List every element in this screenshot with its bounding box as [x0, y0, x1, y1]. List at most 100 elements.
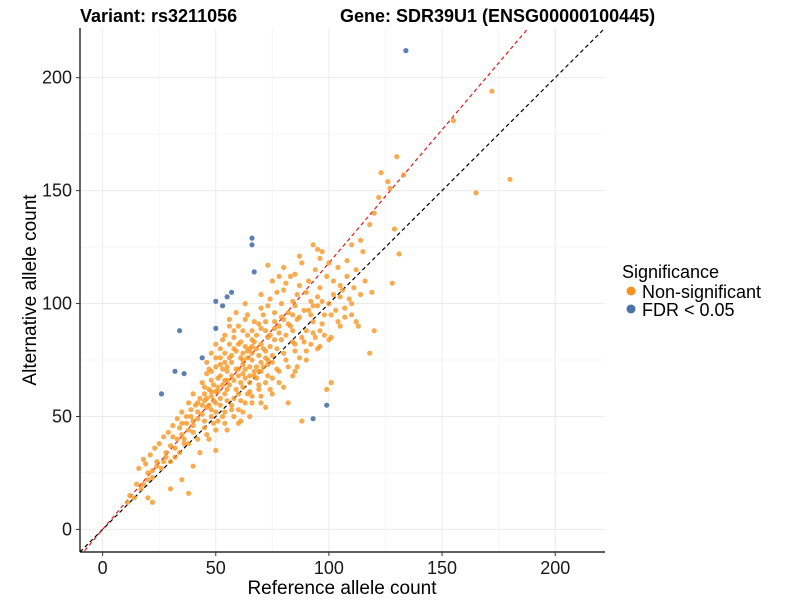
point-non-significant [253, 332, 260, 338]
point-non-significant [394, 154, 400, 160]
point-non-significant [229, 407, 235, 413]
y-tick-label-0: 0 [62, 519, 72, 539]
point-non-significant [328, 312, 334, 318]
point-non-significant [156, 441, 162, 447]
point-non-significant [167, 459, 174, 465]
point-non-significant [258, 305, 264, 311]
point-non-significant [349, 242, 355, 248]
point-non-significant [242, 375, 248, 381]
y-tick-label-50: 50 [52, 406, 72, 426]
point-non-significant [315, 346, 321, 352]
point-non-significant [263, 404, 269, 410]
point-non-significant [473, 190, 479, 196]
data-points [124, 48, 513, 505]
point-non-significant [170, 422, 176, 429]
point-non-significant [321, 312, 327, 318]
point-non-significant [276, 323, 282, 329]
point-non-significant [204, 371, 210, 377]
point-non-significant [278, 337, 284, 343]
point-non-significant [371, 328, 377, 334]
point-non-significant [283, 357, 289, 363]
point-non-significant [179, 420, 185, 426]
point-non-significant [251, 339, 257, 345]
legend-title: Significance [622, 262, 719, 282]
point-non-significant [317, 285, 323, 291]
point-non-significant [213, 409, 219, 415]
point-non-significant [272, 337, 278, 343]
point-non-significant [229, 402, 235, 408]
point-non-significant [147, 452, 153, 458]
point-non-significant [285, 310, 291, 316]
y-tick-label-150: 150 [42, 181, 72, 201]
point-non-significant [263, 319, 269, 325]
point-non-significant [215, 418, 221, 424]
point-non-significant [188, 407, 194, 413]
point-non-significant [326, 301, 332, 307]
point-non-significant [281, 350, 287, 356]
point-non-significant [339, 287, 346, 293]
point-non-significant [140, 481, 146, 487]
point-non-significant [294, 291, 300, 298]
point-non-significant [242, 343, 248, 350]
point-non-significant [249, 328, 255, 334]
point-non-significant [292, 271, 298, 277]
point-non-significant [367, 221, 373, 228]
point-non-significant [387, 185, 393, 191]
point-non-significant [267, 343, 273, 350]
point-non-significant [290, 328, 296, 334]
point-non-significant [226, 323, 232, 329]
point-non-significant [190, 429, 196, 435]
point-non-significant [199, 411, 205, 417]
point-non-significant [335, 319, 341, 325]
point-non-significant [294, 364, 300, 370]
point-non-significant [190, 422, 196, 429]
point-non-significant [247, 389, 253, 395]
point-non-significant [210, 398, 217, 404]
point-non-significant [222, 409, 228, 415]
point-non-significant [213, 355, 219, 361]
point-non-significant [206, 436, 212, 442]
point-non-significant [260, 364, 266, 370]
point-non-significant [138, 486, 144, 492]
point-non-significant [136, 465, 142, 471]
point-non-significant [324, 273, 330, 279]
point-non-significant [240, 384, 246, 390]
point-non-significant [312, 334, 318, 340]
point-non-significant [330, 278, 336, 284]
point-fdr [249, 242, 255, 248]
point-non-significant [256, 382, 262, 388]
point-non-significant [335, 264, 341, 270]
point-non-significant [337, 294, 343, 300]
point-non-significant [226, 341, 232, 347]
point-non-significant [201, 391, 208, 397]
point-fdr [177, 328, 183, 334]
point-non-significant [267, 332, 273, 338]
point-non-significant [190, 463, 196, 469]
point-non-significant [265, 373, 271, 379]
point-non-significant [167, 443, 174, 449]
point-non-significant [163, 454, 169, 460]
point-non-significant [258, 341, 264, 347]
axes [79, 28, 605, 553]
point-non-significant [342, 314, 348, 320]
point-non-significant [283, 332, 289, 338]
point-fdr [172, 368, 178, 374]
point-non-significant [213, 447, 219, 453]
point-non-significant [303, 289, 309, 295]
point-non-significant [287, 273, 294, 279]
tick-labels: 0 50 100 150 200 0 50 100 150 200 [42, 68, 570, 578]
point-non-significant [143, 461, 149, 467]
point-fdr [249, 235, 255, 241]
point-non-significant [224, 368, 230, 374]
point-non-significant [240, 361, 246, 368]
point-non-significant [195, 436, 201, 442]
point-non-significant [276, 273, 282, 279]
point-non-significant [267, 296, 273, 302]
point-non-significant [253, 346, 260, 352]
point-non-significant [167, 486, 174, 492]
point-non-significant [330, 291, 336, 298]
point-non-significant [235, 373, 241, 379]
point-non-significant [217, 355, 223, 361]
point-fdr [251, 269, 257, 275]
point-non-significant [349, 312, 355, 318]
